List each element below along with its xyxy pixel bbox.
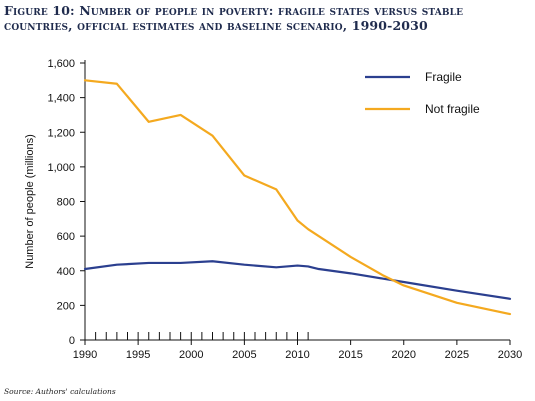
x-tick-label: 2030: [498, 349, 522, 361]
figure-title: Figure 10: Number of people in poverty: …: [4, 3, 464, 33]
y-tick-label: 600: [57, 231, 75, 243]
y-tick-label: 800: [57, 197, 75, 209]
y-tick-label: 1,400: [47, 93, 75, 105]
x-tick-label: 1990: [73, 349, 97, 361]
x-tick-label: 1995: [126, 349, 150, 361]
source-note: Source: Authors' calculations: [4, 387, 116, 396]
x-tick-label: 2000: [179, 349, 203, 361]
chart-legend: Fragile Not fragile: [365, 70, 480, 116]
x-tick-label: 2010: [285, 349, 309, 361]
y-tick-label: 1,600: [47, 58, 75, 70]
y-tick-label: 1,000: [47, 162, 75, 174]
chart-axes: 0 200 400 600 800 1,000 1,200 1,400 1,600 1990 199…: [24, 58, 522, 361]
fragile-series-line: [83, 260, 512, 300]
x-tick-label: 2005: [232, 349, 256, 361]
y-tick-label: 0: [69, 335, 75, 347]
x-tick-label: 2020: [392, 349, 416, 361]
chart-series-layer: [83, 79, 512, 316]
y-tick-label: 1,200: [47, 127, 75, 139]
y-axis-label: Number of people (millions): [24, 134, 36, 269]
not-fragile-legend-label: Not fragile: [425, 102, 480, 116]
x-tick-label: 2015: [338, 349, 362, 361]
y-tick-label: 400: [57, 266, 75, 278]
fragile-legend-label: Fragile: [425, 70, 462, 84]
y-tick-label: 200: [57, 300, 75, 312]
not-fragile-series-line: [83, 79, 512, 316]
x-tick-label: 2025: [445, 349, 469, 361]
